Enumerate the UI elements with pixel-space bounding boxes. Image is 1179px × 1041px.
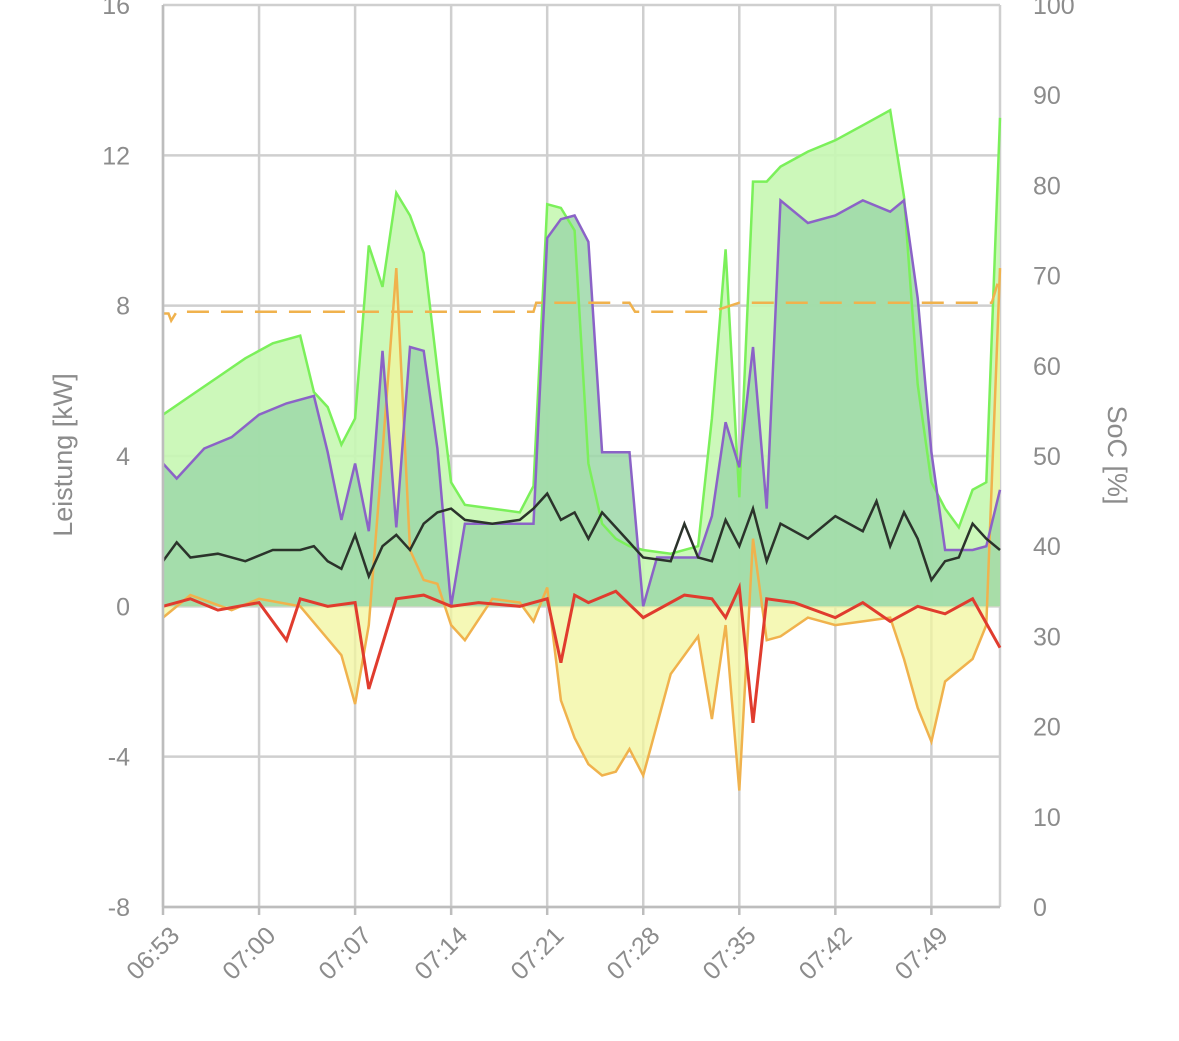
charging-line [162, 197, 1002, 607]
y2-tick-label: 50 [1033, 443, 1061, 471]
y2-tick-label: 10 [1033, 804, 1061, 832]
series-layer [161, 108, 1002, 791]
y2-tick-label: 100 [1033, 0, 1075, 20]
y2-tick-label: 0 [1033, 894, 1047, 922]
y2-tick-label: 80 [1033, 172, 1061, 200]
y-tick-label: 12 [102, 142, 130, 170]
house-consumption-line [161, 491, 1001, 583]
y-tick-label: -4 [108, 744, 130, 772]
y2-tick-label: 70 [1033, 263, 1061, 291]
grid-power-line [162, 581, 1002, 723]
x-tick-label: 07:00 [217, 921, 281, 985]
y-tick-label: 4 [116, 443, 130, 471]
x-tick-label: 07:21 [505, 921, 569, 985]
x-tick-label: 07:28 [601, 921, 665, 985]
x-tick-label: 07:35 [698, 921, 762, 985]
pv-line [162, 108, 1002, 555]
y-tick-label: 0 [116, 593, 130, 621]
y-tick-label: 16 [102, 0, 130, 20]
x-tick-label: 06:53 [121, 921, 185, 985]
x-tick-label: 07:07 [313, 921, 377, 985]
y2-tick-label: 90 [1033, 82, 1061, 110]
y-tick-label: -8 [108, 894, 130, 922]
x-tick-label: 07:49 [890, 921, 954, 985]
soc-line [163, 275, 1002, 324]
y-axis-title: Leistung [kW] [48, 373, 78, 537]
y2-axis-title: SoC [%] [1102, 405, 1132, 504]
y2-tick-label: 20 [1033, 714, 1061, 742]
y2-tick-label: 30 [1033, 623, 1061, 651]
y2-tick-label: 60 [1033, 353, 1061, 381]
y-tick-label: 8 [116, 293, 130, 321]
x-tick-label: 07:42 [794, 921, 858, 985]
x-tick-label: 07:14 [409, 921, 473, 985]
battery-area [163, 268, 1000, 791]
y2-tick-label: 40 [1033, 533, 1061, 561]
